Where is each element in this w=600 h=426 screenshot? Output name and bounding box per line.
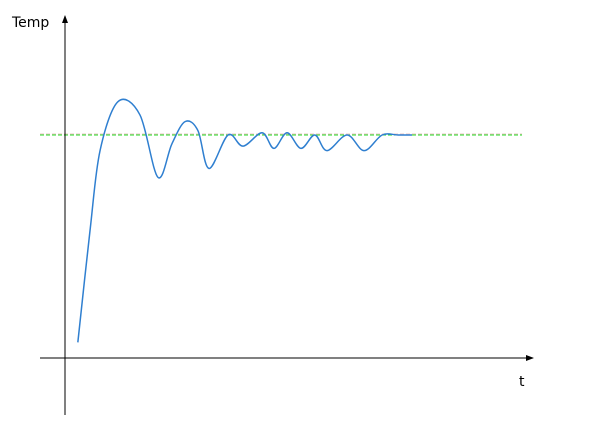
x-axis-label: t [519, 374, 525, 390]
response-curve [77, 98, 412, 343]
y-axis-label: Temp [11, 15, 49, 31]
